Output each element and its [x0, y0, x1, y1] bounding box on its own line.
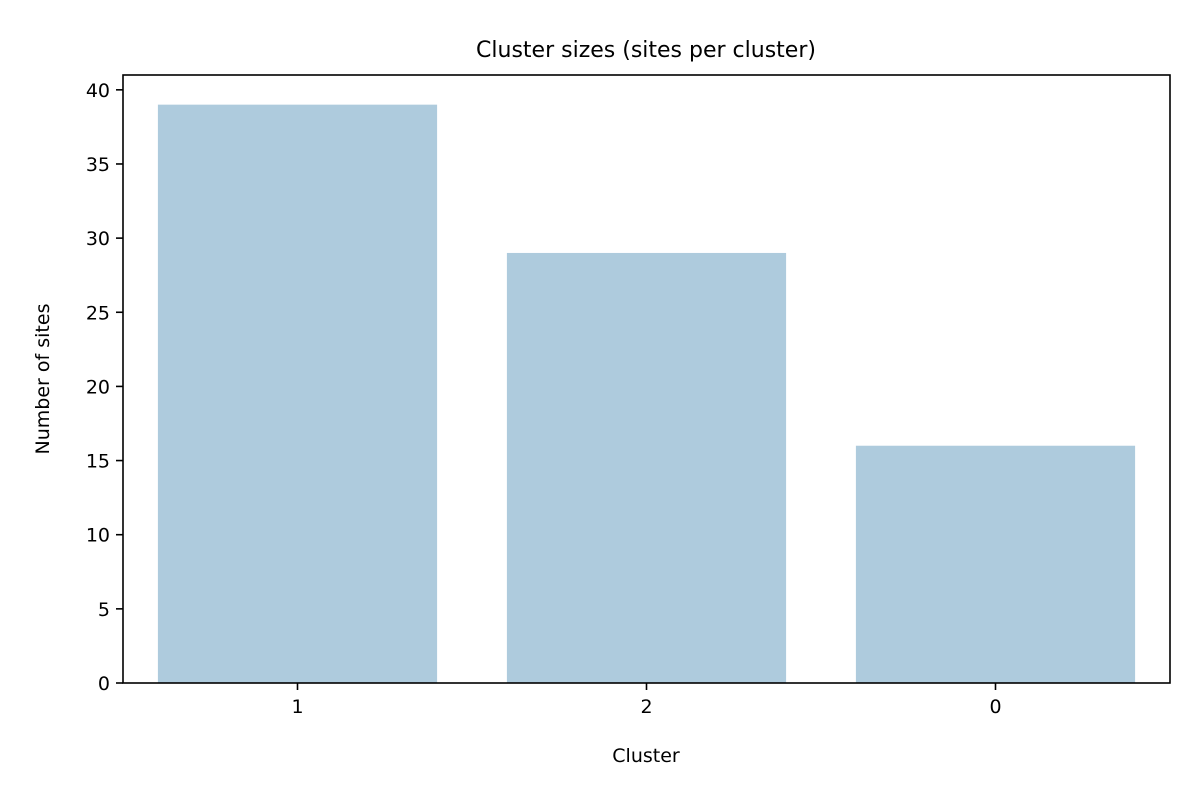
- y-tick-label: 30: [86, 228, 110, 250]
- x-tick-label: 0: [989, 696, 1001, 718]
- y-tick-label: 35: [86, 154, 110, 176]
- x-axis: 1 2 0: [291, 683, 1002, 718]
- bar-cluster-0: [855, 445, 1136, 683]
- y-tick-label: 15: [86, 451, 110, 473]
- y-tick-label: 10: [86, 525, 110, 547]
- bar-cluster-2: [506, 252, 787, 683]
- y-tick-label: 40: [86, 80, 110, 102]
- y-tick-label: 0: [98, 673, 110, 695]
- x-tick-label: 1: [291, 696, 303, 718]
- y-axis-label: Number of sites: [32, 304, 54, 455]
- plot-frame: [122, 74, 1171, 684]
- x-tick-label: 2: [640, 696, 652, 718]
- y-tick-label: 25: [86, 302, 110, 324]
- bar-cluster-1: [157, 104, 438, 683]
- y-tick-label: 5: [98, 599, 110, 621]
- y-tick-label: 20: [86, 376, 110, 398]
- x-axis-label: Cluster: [612, 745, 680, 767]
- y-axis: 0 5 10 15 20 25 30 35 40: [86, 80, 123, 695]
- chart-title: Cluster sizes (sites per cluster): [476, 38, 816, 63]
- bars-layer: [157, 104, 1136, 683]
